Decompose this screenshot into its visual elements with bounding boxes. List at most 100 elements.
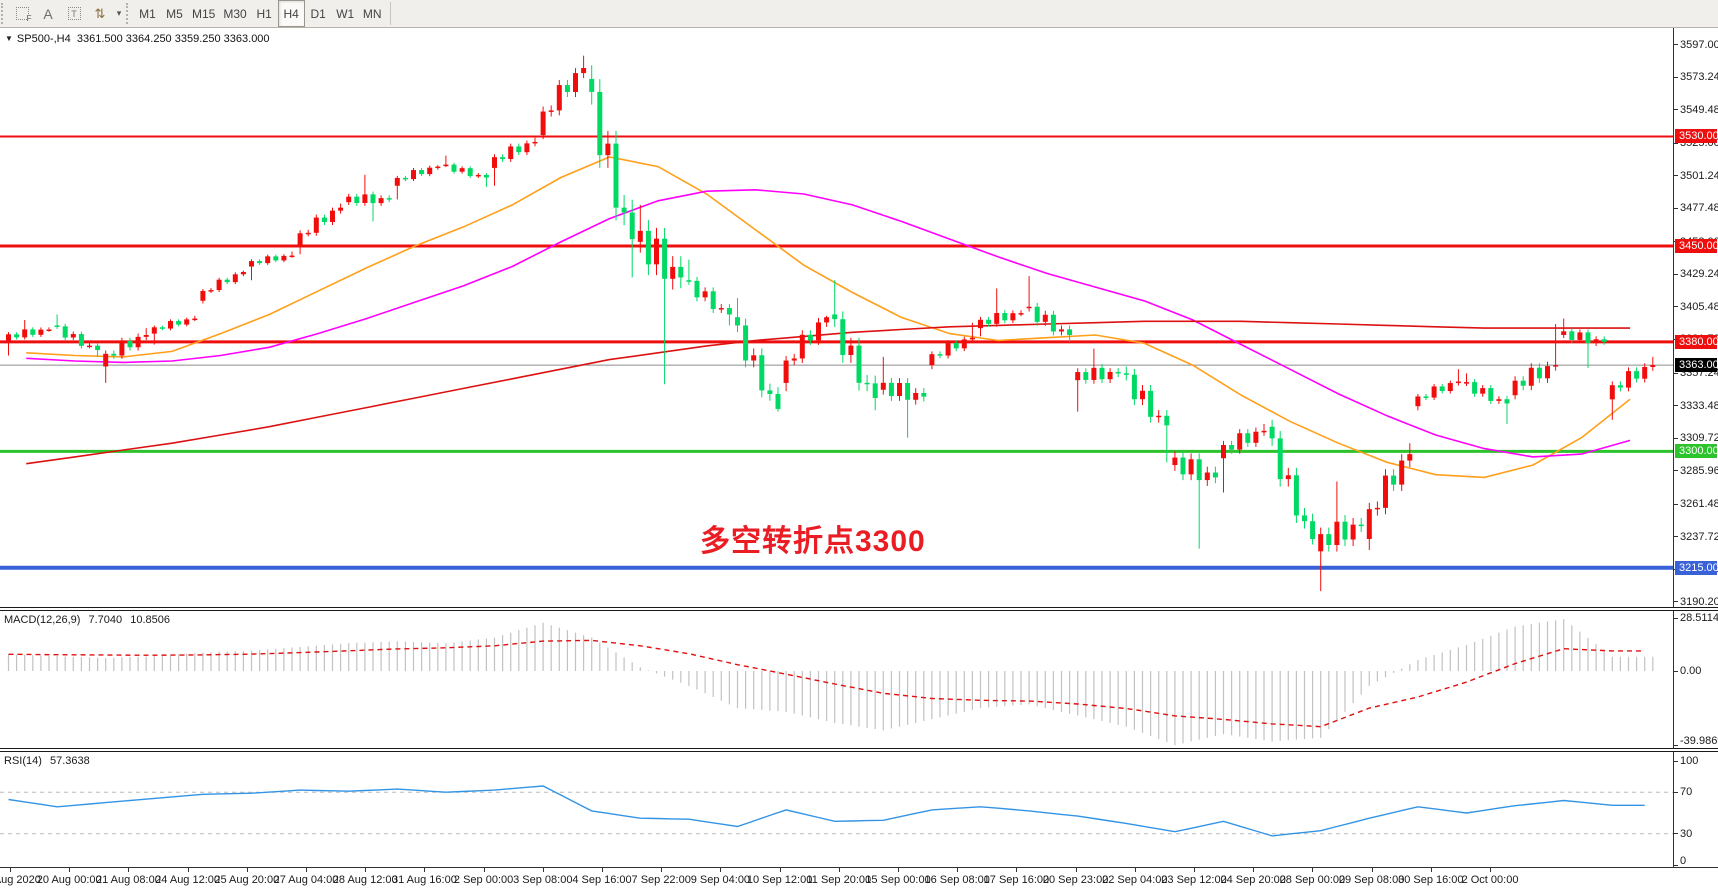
date-tick-label: 11 Sep 20:00 [806,874,872,886]
date-tick-mark [246,868,248,872]
rsi-axis: 100 70 30 0 [1673,752,1718,867]
level-price-tag: 3380.000 [1675,334,1718,349]
macd-plot[interactable]: MACD(12,26,9) 7.7040 10.8506 [0,611,1673,748]
timeframe-W1[interactable]: W1 [336,6,355,21]
rsi-line [8,785,1645,837]
timeframe-D1[interactable]: D1 [310,6,326,21]
rsi-tick-dash [1674,791,1678,793]
date-tick-label: 16 Sep 08:00 [924,874,990,886]
symbol-ohlc-title: ▼ SP500-,H4 3361.500 3364.250 3359.250 33… [5,33,270,45]
date-tick-mark [838,868,840,872]
price-tick-dash [1674,437,1678,439]
toolbar-grip-2[interactable] [126,3,133,24]
level-price-tag: 3215.000 [1675,560,1718,575]
date-tick-mark [128,868,130,872]
timeframe-H4[interactable]: H4 [277,0,305,27]
rsi-panel-row: RSI(14) 57.3638 100 70 30 0 [0,752,1718,867]
date-tick-mark [187,868,189,872]
top-toolbar: F A T ⇅ ▾ M1 M5 M15 M30 H1 H4 D1 W1 MN [0,0,1718,28]
price-tick-label: 3285.960 [1680,464,1718,477]
macd-canvas[interactable] [0,611,1673,748]
rsi-label: RSI(14) 57.3638 [4,755,90,767]
moving-averages [26,156,1631,479]
date-tick-label: 28 Aug 12:00 [332,874,398,886]
macd-histogram [7,619,1654,746]
rsi-tick-label: 100 [1680,755,1699,767]
price-tick-dash [1674,44,1678,46]
rsi-canvas[interactable] [0,752,1673,867]
main-chart-plot[interactable]: ▼ SP500-,H4 3361.500 3364.250 3359.250 33… [0,28,1673,607]
rsi-current-value: 57.3638 [49,755,90,767]
price-tick-label: 3261.480 [1680,498,1718,511]
date-tick-label: 4 Sep 16:00 [572,874,632,886]
price-tick-label: 3549.480 [1680,103,1718,116]
date-tick-mark [424,868,426,872]
rsi-tick-label: 0 [1680,855,1687,867]
panel-separator-1[interactable] [0,607,1718,611]
date-tick-label: 31 Aug 16:00 [391,874,457,886]
price-axis: 3597.0003573.2403549.4803525.0003501.240… [1673,28,1718,608]
macd-signal-line [8,639,1645,728]
text-tool-button[interactable]: A [35,0,61,27]
date-tick-label: 9 Sep 04:00 [690,874,751,886]
macd-current-value: 7.7040 [88,614,123,626]
macd-axis: 28.5114 0.00 -39.9869 [1673,611,1718,748]
date-tick-label: 20 Aug 00:00 [36,874,102,886]
date-tick-mark [720,868,722,872]
timeframe-M15[interactable]: M15 [192,6,216,21]
timeframe-M1[interactable]: M1 [139,6,156,21]
chart-marker-icon[interactable]: ▼ [5,34,13,43]
date-tick-mark [1075,868,1077,872]
macd-tick-dash [1674,617,1678,619]
label-tool-button[interactable]: T [61,0,87,27]
text-icon: A [43,5,53,22]
fibonacci-tool-button[interactable]: F [9,0,35,27]
date-tick-mark [1194,868,1195,872]
date-tick-label: 2 Oct 00:00 [1461,874,1519,886]
toolbar-grip[interactable] [1,3,8,24]
level-lines [0,135,1673,570]
date-tick-mark [661,868,663,872]
price-tick-label: 3501.240 [1680,169,1718,182]
timeframe-M5[interactable]: M5 [166,6,183,21]
price-tick-label: 3597.000 [1680,38,1718,51]
panel-separator-2[interactable] [0,748,1718,752]
date-tick-label: 23 Sep 12:00 [1161,874,1227,886]
price-tick-dash [1674,536,1678,538]
date-tick-label: 29 Sep 08:00 [1338,874,1405,886]
date-tick-mark [10,868,11,872]
rsi-tick-dash [1674,864,1678,866]
price-tick-label: 3309.720 [1680,432,1718,445]
ma-slow-line [26,320,1631,465]
current-price-tag: 3363.000 [1675,358,1718,373]
rsi-tick-label: 30 [1680,827,1693,840]
timeframe-MN[interactable]: MN [362,6,382,21]
price-tick-label: 3237.720 [1680,530,1718,543]
chart-window: ▼ SP500-,H4 3361.500 3364.250 3359.250 33… [0,28,1718,893]
date-tick-label: 24 Aug 12:00 [155,874,221,886]
macd-tick-label: 0.00 [1680,665,1702,677]
macd-tick-label: 28.5114 [1680,612,1718,625]
date-tick-label: 21 Aug 08:00 [95,874,161,886]
macd-label: MACD(12,26,9) 7.7040 10.8506 [4,614,170,626]
arrows-dropdown-button[interactable]: ▾ [116,8,122,18]
main-chart-canvas[interactable] [0,28,1673,607]
macd-tick-dash [1674,744,1678,746]
arrows-tool-button[interactable]: ⇅ [87,0,113,27]
timeframe-H1[interactable]: H1 [256,6,272,21]
date-tick-label: 27 Aug 04:00 [273,874,339,886]
price-tick-dash [1674,109,1678,111]
arrows-icon: ⇅ [94,5,106,21]
price-tick-dash [1674,273,1678,275]
date-tick-label: 15 Sep 00:00 [865,874,931,886]
rsi-tick-dash [1674,760,1678,762]
level-price-tag: 3450.000 [1675,238,1718,253]
date-tick-mark [365,868,367,872]
rsi-plot[interactable]: RSI(14) 57.3638 [0,752,1673,867]
date-tick-mark [483,868,485,872]
date-tick-mark [779,868,781,872]
date-tick-label: 28 Sep 00:00 [1279,874,1346,886]
timeframe-M30[interactable]: M30 [223,6,247,21]
date-tick-label: 20 Sep 23:00 [1042,874,1109,886]
